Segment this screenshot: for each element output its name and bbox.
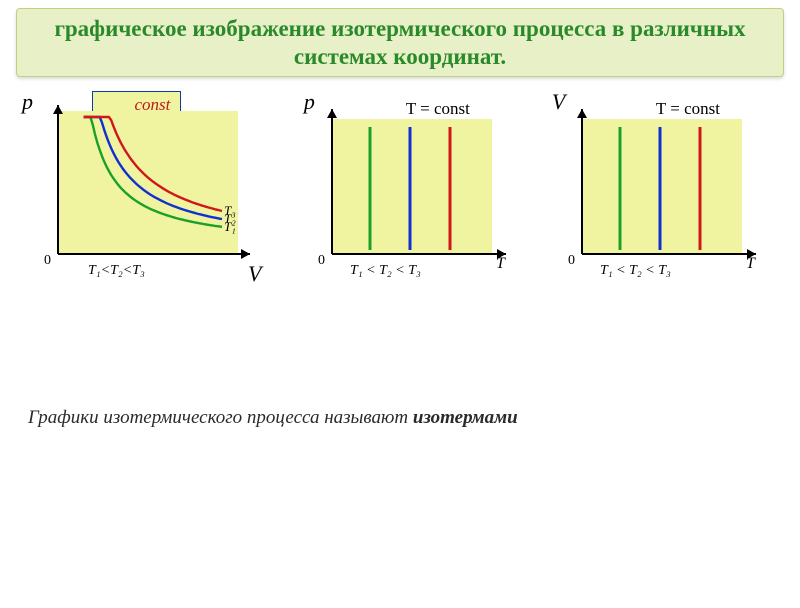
chart-pv: p V p = const V 0T₁T₂T₃T₁<T₂<T₃ bbox=[16, 93, 284, 293]
svg-text:0: 0 bbox=[568, 253, 575, 268]
svg-text:T₁ < T₂ < T₃: T₁ < T₂ < T₃ bbox=[350, 263, 421, 278]
chart-vt: V T = const 0T₁ < T₂ < T₃T bbox=[546, 93, 784, 293]
svg-text:T: T bbox=[746, 255, 756, 272]
page-title: графическое изображение изотермического … bbox=[27, 15, 773, 70]
caption-emph: изотермами bbox=[413, 407, 518, 428]
svg-text:0: 0 bbox=[318, 253, 325, 268]
caption-row: Графики изотермического процесса называю… bbox=[0, 407, 800, 429]
chart-pv-svg: 0T₁T₂T₃T₁<T₂<T₃ bbox=[36, 99, 266, 289]
svg-text:T₁<T₂<T₃: T₁<T₂<T₃ bbox=[88, 263, 145, 278]
svg-text:T₃: T₃ bbox=[224, 203, 236, 218]
chart-pt: p T = const 0T₁ < T₂ < T₃T bbox=[296, 93, 534, 293]
chart-vt-svg: 0 T₁ < T₂ < T₃ T bbox=[560, 99, 780, 289]
caption-text: Графики изотермического процесса называю… bbox=[28, 407, 518, 428]
pv-y-axis-label: p bbox=[22, 89, 33, 115]
header-panel: графическое изображение изотермического … bbox=[16, 8, 784, 77]
charts-row: p V p = const V 0T₁T₂T₃T₁<T₂<T₃ p T = co… bbox=[0, 89, 800, 297]
chart-pt-svg: 0 T₁ < T₂ < T₃ T bbox=[310, 99, 530, 289]
caption-prefix: Графики изотермического процесса называю… bbox=[28, 407, 413, 428]
svg-text:0: 0 bbox=[44, 253, 51, 268]
svg-text:T: T bbox=[496, 255, 506, 272]
svg-text:T₁ < T₂ < T₃: T₁ < T₂ < T₃ bbox=[600, 263, 671, 278]
